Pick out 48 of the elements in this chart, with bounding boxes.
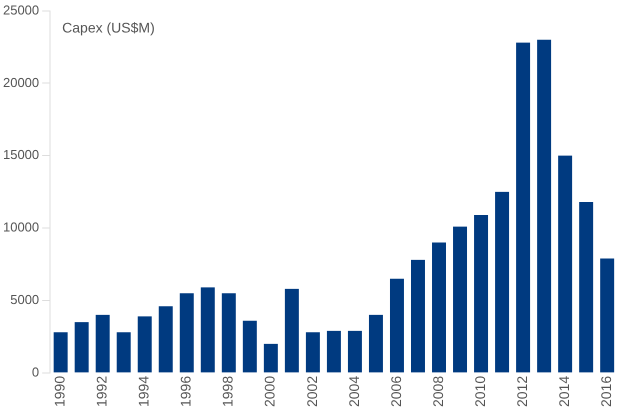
bar xyxy=(242,320,257,372)
x-tick-label: 1990 xyxy=(52,376,68,408)
bar xyxy=(348,330,362,372)
bar xyxy=(411,260,425,372)
bar xyxy=(284,288,299,372)
bar xyxy=(116,332,131,372)
x-tick-label: 1996 xyxy=(178,376,194,408)
x-tick-label: 1994 xyxy=(136,376,152,408)
x-tick-label: 2010 xyxy=(472,376,488,408)
bar xyxy=(579,202,594,372)
bar xyxy=(432,242,446,372)
bar xyxy=(74,322,89,372)
bar xyxy=(495,192,510,372)
y-tick-label: 20000 xyxy=(2,74,40,90)
bar xyxy=(138,316,152,372)
bar xyxy=(54,332,68,372)
x-tick-label: 2012 xyxy=(514,376,530,408)
bar xyxy=(453,226,468,372)
x-tick-label: 1992 xyxy=(94,376,110,408)
x-tick-label: 2016 xyxy=(598,376,614,408)
y-tick-label: 10000 xyxy=(2,220,40,235)
bar xyxy=(222,293,236,372)
bar xyxy=(558,156,572,372)
bar xyxy=(96,314,110,372)
x-tick-label: 2000 xyxy=(262,376,278,408)
bar xyxy=(158,306,173,372)
x-tick-label: 2006 xyxy=(388,376,404,408)
bar xyxy=(264,344,278,372)
bar xyxy=(390,278,404,372)
x-tick-label: 2004 xyxy=(346,376,362,408)
y-tick-label: 25000 xyxy=(2,2,40,18)
bar xyxy=(368,314,383,372)
bar xyxy=(516,42,530,372)
y-tick-label: 0 xyxy=(32,364,40,380)
bar xyxy=(200,287,215,372)
bar xyxy=(537,40,552,372)
bar xyxy=(326,330,341,372)
x-tick-label: 2002 xyxy=(304,376,320,408)
x-tick-label: 2008 xyxy=(430,376,446,408)
bar xyxy=(600,258,614,372)
bar xyxy=(474,215,488,372)
y-tick-label: 15000 xyxy=(2,147,40,162)
x-tick-label: 1998 xyxy=(220,376,236,408)
y-tick-label: 5000 xyxy=(10,292,40,308)
bar xyxy=(306,332,320,372)
x-tick-label: 2014 xyxy=(556,376,572,408)
bar xyxy=(180,293,194,372)
y-axis-title: Capex (US$M) xyxy=(62,20,155,36)
